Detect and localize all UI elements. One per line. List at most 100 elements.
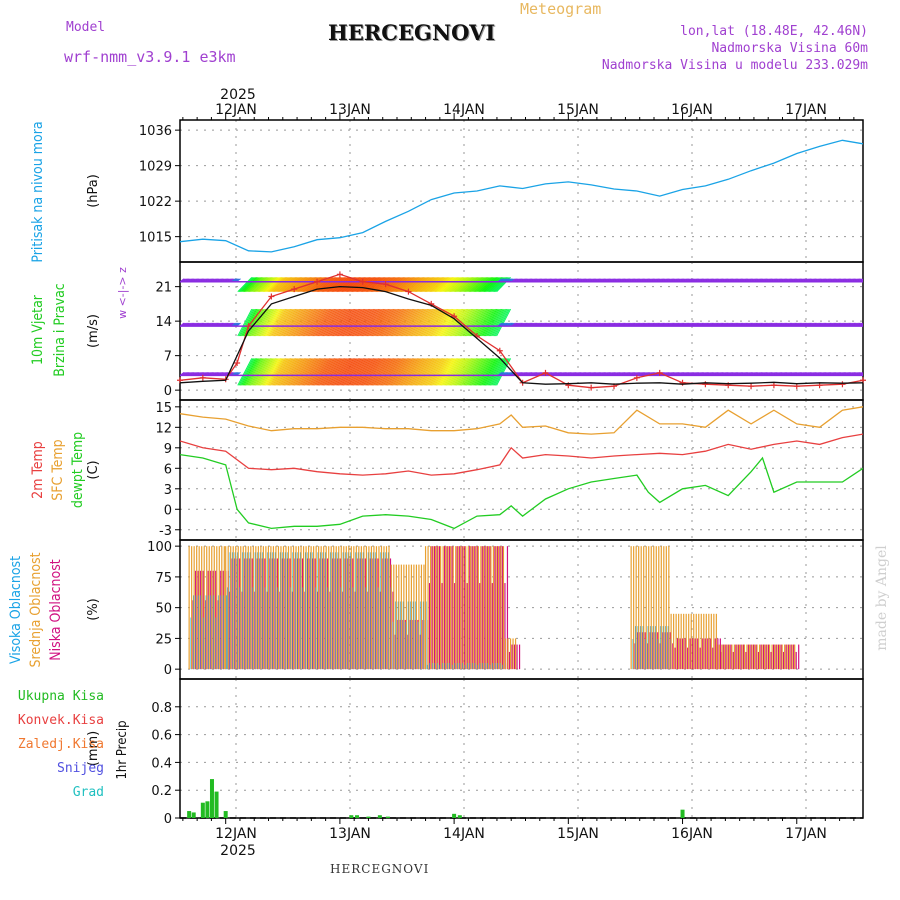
wind-barb — [399, 358, 415, 386]
wind-barb — [461, 277, 476, 293]
wind-barb — [444, 277, 460, 293]
wind-barb — [433, 358, 449, 386]
wind-barb — [393, 308, 409, 337]
wind-barb — [359, 308, 375, 337]
wind-barb — [360, 277, 376, 293]
wind-barb — [296, 308, 312, 337]
wind-barb — [459, 308, 475, 337]
panel-frame-pressure — [179, 119, 864, 263]
model-name: wrf-nmm_v3.9.1 e3km — [64, 48, 236, 66]
wind-barb — [256, 277, 271, 293]
wind-barb — [479, 308, 495, 337]
wind-barb — [362, 358, 378, 386]
wind-barb — [260, 277, 275, 293]
wind-barb — [273, 358, 289, 386]
wind-barb — [275, 277, 290, 293]
wind-barb — [277, 277, 293, 293]
wind-barb — [349, 358, 365, 386]
wind-barb — [285, 358, 300, 386]
wind-barb — [474, 277, 490, 293]
wind-barb — [363, 277, 378, 293]
wind-barb — [467, 358, 483, 386]
wind-barb — [444, 358, 460, 386]
wind-barb — [267, 358, 283, 386]
model-label: Model — [66, 20, 106, 35]
wind-barb — [241, 277, 256, 293]
bottom-date-label: 14JAN — [443, 826, 485, 842]
wind-barb — [429, 277, 445, 293]
wind-barb — [408, 308, 424, 337]
wind-barb — [360, 358, 376, 386]
wind-barb — [460, 358, 476, 386]
wind-barb — [356, 308, 372, 337]
wind-barb — [468, 277, 484, 293]
wind-gust-point — [860, 377, 866, 384]
wind-barb — [430, 358, 446, 386]
wind-barb — [384, 358, 400, 386]
wind-barb — [268, 308, 284, 337]
wind-gust-point — [679, 379, 686, 386]
wind-barb — [278, 277, 294, 293]
precip-bar — [452, 813, 457, 818]
wind-barb — [268, 358, 284, 386]
wind-barb — [243, 277, 259, 293]
wind-barb — [460, 308, 476, 337]
wind-barb — [451, 277, 466, 293]
wind-barb — [264, 308, 280, 337]
wind-barb — [463, 358, 479, 386]
wind-barb — [321, 358, 337, 386]
wind-barb — [335, 358, 351, 386]
wind-barb — [283, 277, 299, 293]
wind-barb — [417, 358, 432, 386]
wind-barb — [321, 308, 337, 337]
wind-barb — [386, 308, 402, 337]
cloud-ylabel-1: Srednja Oblacnost — [28, 552, 44, 667]
wind-gust-point — [199, 374, 206, 381]
wind-barb — [326, 358, 342, 386]
wind-barb — [237, 308, 253, 337]
wind-barb — [402, 277, 417, 293]
wind-barb — [291, 358, 307, 386]
wind-barb — [399, 308, 415, 337]
wind-barb — [354, 277, 369, 293]
wind-barb — [369, 308, 385, 337]
wind-barb — [395, 277, 411, 293]
wind-barb — [419, 277, 435, 293]
wind-barb — [252, 358, 268, 386]
wind-gust-point — [336, 271, 343, 278]
wind-barb — [332, 308, 348, 337]
wind-barb — [341, 358, 357, 386]
wind-barb — [438, 277, 454, 293]
wind-barb — [296, 277, 312, 293]
wind-barb — [494, 358, 510, 386]
wind-barb — [442, 277, 457, 293]
wind-barb — [325, 308, 341, 337]
wind-barb — [288, 358, 304, 386]
wind-barb — [312, 308, 328, 337]
wind-barb — [351, 308, 367, 337]
wind-barb — [401, 358, 417, 386]
wind-barb — [331, 308, 347, 337]
wind-barb — [248, 277, 264, 293]
wind-barb — [287, 277, 303, 293]
wind-barb — [339, 277, 354, 293]
wind-barb — [263, 277, 279, 293]
wind-barb — [350, 358, 366, 386]
wind-barb — [413, 308, 429, 337]
precip-bar — [355, 815, 360, 818]
precip-legend-item: Konvek.Kisa — [18, 713, 104, 728]
wind-barb — [325, 358, 341, 386]
wind-barb — [353, 277, 368, 293]
wind-gust-point — [405, 288, 412, 295]
precip-bar — [457, 815, 462, 818]
wind-barb — [423, 277, 439, 293]
wind-barb — [267, 277, 283, 293]
wind-barb — [321, 277, 337, 293]
wind-barb — [331, 358, 347, 386]
wind-barb — [316, 308, 332, 337]
wind-barb — [257, 358, 273, 386]
wind-barb — [342, 358, 358, 386]
wind-barb — [249, 308, 265, 337]
wind-barb — [423, 308, 439, 337]
wind-barb — [263, 308, 279, 337]
